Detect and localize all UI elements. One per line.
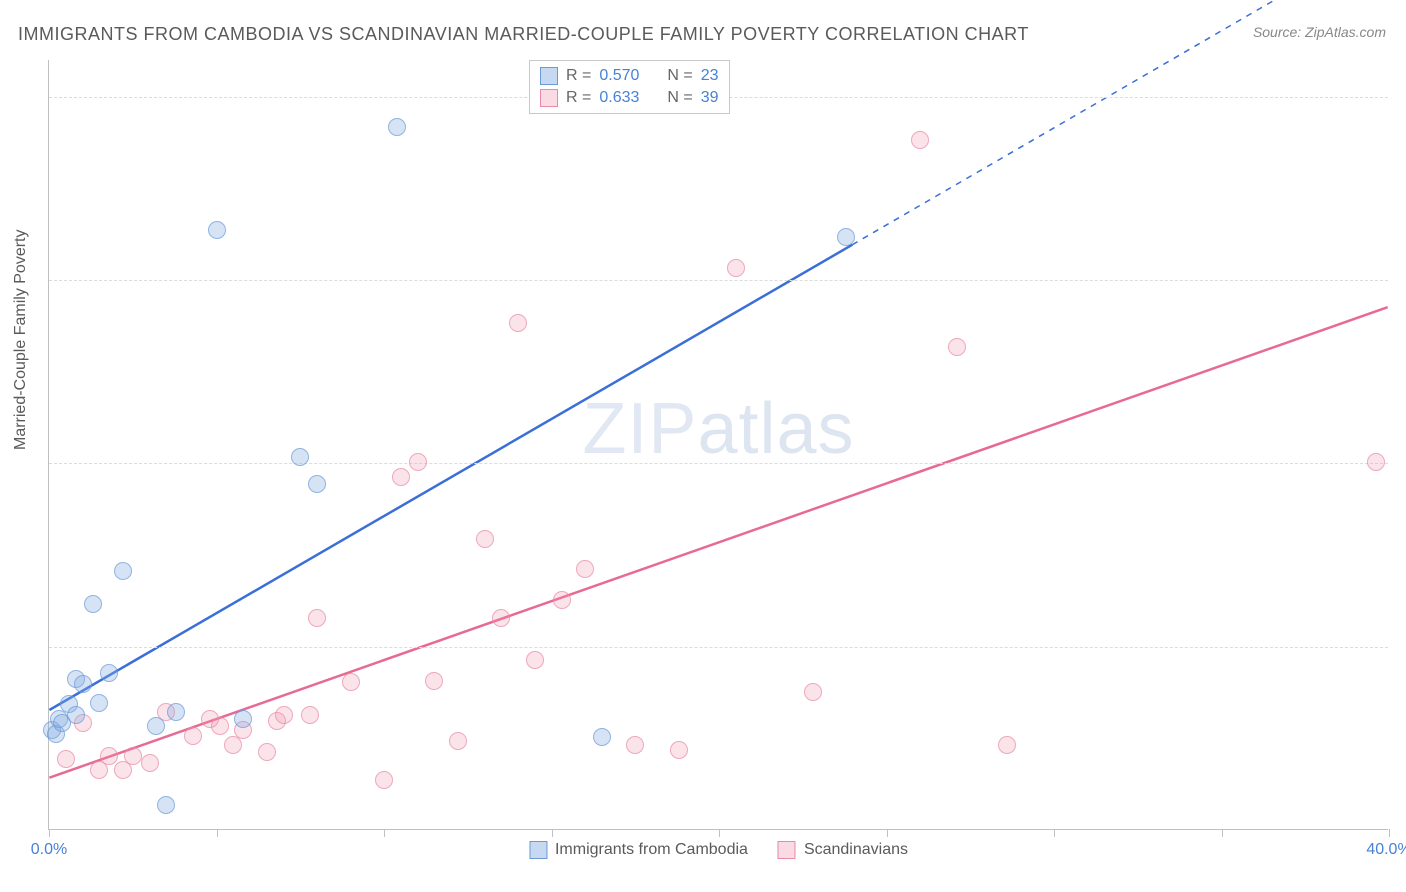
data-point: [409, 453, 427, 471]
x-tick: [384, 829, 385, 837]
data-point: [1367, 453, 1385, 471]
data-point: [727, 259, 745, 277]
watermark: ZIPatlas: [582, 388, 854, 470]
data-point: [184, 727, 202, 745]
data-point: [114, 562, 132, 580]
legend-swatch: [529, 841, 547, 859]
x-tick: [1389, 829, 1390, 837]
data-point: [804, 683, 822, 701]
data-point: [476, 530, 494, 548]
legend-series: Immigrants from Cambodia Scandinavians: [529, 841, 908, 859]
data-point: [258, 743, 276, 761]
legend-swatch: [540, 67, 558, 85]
gridline-h: [49, 463, 1388, 464]
data-point: [208, 221, 226, 239]
x-tick-label: 40.0%: [1366, 841, 1406, 859]
legend-item: Scandinavians: [778, 841, 908, 859]
chart-title: IMMIGRANTS FROM CAMBODIA VS SCANDINAVIAN…: [18, 24, 1029, 45]
y-tick-label: 40.0%: [1398, 88, 1406, 106]
legend-stat-row: R =0.633N =39: [540, 87, 719, 109]
x-tick-label: 0.0%: [31, 841, 67, 859]
data-point: [308, 475, 326, 493]
y-tick-label: 10.0%: [1398, 638, 1406, 656]
x-tick: [552, 829, 553, 837]
data-point: [234, 710, 252, 728]
y-tick-label: 20.0%: [1398, 454, 1406, 472]
data-point: [211, 717, 229, 735]
data-point: [90, 694, 108, 712]
data-point: [147, 717, 165, 735]
data-point: [948, 338, 966, 356]
source-attribution: Source: ZipAtlas.com: [1253, 24, 1386, 40]
data-point: [375, 771, 393, 789]
x-tick: [49, 829, 50, 837]
data-point: [67, 706, 85, 724]
data-point: [593, 728, 611, 746]
data-point: [492, 609, 510, 627]
data-point: [998, 736, 1016, 754]
data-point: [626, 736, 644, 754]
data-point: [275, 706, 293, 724]
data-point: [449, 732, 467, 750]
data-point: [509, 314, 527, 332]
y-axis-label: Married-Couple Family Poverty: [12, 229, 30, 450]
data-point: [670, 741, 688, 759]
data-point: [291, 448, 309, 466]
data-point: [388, 118, 406, 136]
y-tick-label: 30.0%: [1398, 271, 1406, 289]
data-point: [157, 796, 175, 814]
data-point: [553, 591, 571, 609]
data-point: [392, 468, 410, 486]
plot-area: ZIPatlas R =0.570N =23R =0.633N =39 Immi…: [48, 60, 1388, 830]
x-tick: [217, 829, 218, 837]
legend-item: Immigrants from Cambodia: [529, 841, 748, 859]
gridline-h: [49, 280, 1388, 281]
x-tick: [1222, 829, 1223, 837]
data-point: [167, 703, 185, 721]
legend-stat-row: R =0.570N =23: [540, 65, 719, 87]
data-point: [911, 131, 929, 149]
x-tick: [887, 829, 888, 837]
x-tick: [1054, 829, 1055, 837]
data-point: [74, 675, 92, 693]
data-point: [100, 747, 118, 765]
data-point: [100, 664, 118, 682]
data-point: [342, 673, 360, 691]
data-point: [526, 651, 544, 669]
gridline-h: [49, 647, 1388, 648]
legend-swatch: [540, 89, 558, 107]
data-point: [84, 595, 102, 613]
data-point: [425, 672, 443, 690]
data-point: [124, 747, 142, 765]
data-point: [301, 706, 319, 724]
data-point: [308, 609, 326, 627]
data-point: [576, 560, 594, 578]
data-point: [837, 228, 855, 246]
data-point: [141, 754, 159, 772]
legend-stats: R =0.570N =23R =0.633N =39: [529, 60, 730, 114]
legend-swatch: [778, 841, 796, 859]
data-point: [57, 750, 75, 768]
x-tick: [719, 829, 720, 837]
